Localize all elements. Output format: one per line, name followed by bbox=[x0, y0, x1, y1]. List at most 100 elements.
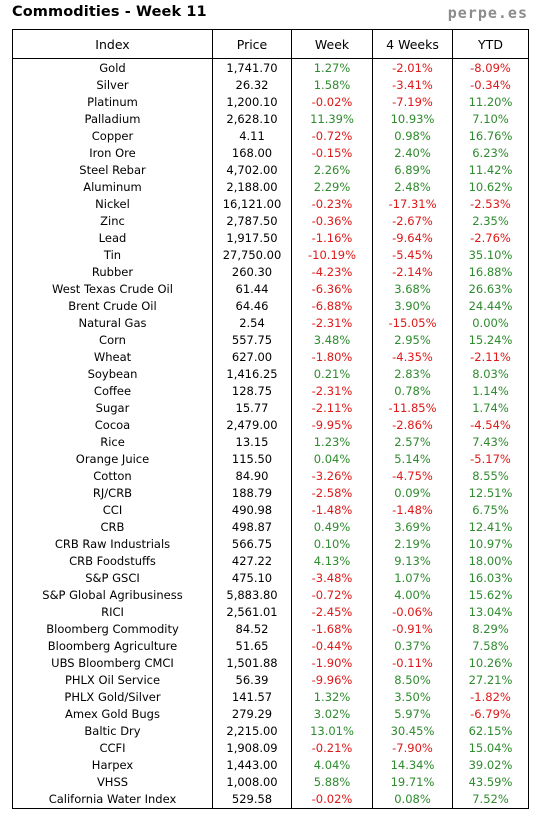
cell-price: 27,750.00 bbox=[212, 247, 292, 264]
table-row: Coffee 128.75 -2.31% 0.78% 1.14% bbox=[12, 383, 529, 400]
cell-week: -0.02% bbox=[291, 94, 373, 111]
cell-ytd: 16.88% bbox=[452, 264, 529, 281]
table-row: CRB Raw Industrials 566.75 0.10% 2.19% 10.97… bbox=[12, 536, 529, 553]
cell-index: Natural Gas bbox=[12, 315, 213, 332]
cell-price: 1,008.00 bbox=[212, 774, 292, 791]
cell-index: PHLX Gold/Silver bbox=[12, 689, 213, 706]
cell-index: Coffee bbox=[12, 383, 213, 400]
cell-week: -6.36% bbox=[291, 281, 373, 298]
cell-week: -0.02% bbox=[291, 791, 373, 809]
cell-ytd: -2.11% bbox=[452, 349, 529, 366]
cell-ytd: 6.75% bbox=[452, 502, 529, 519]
table-row: PHLX Oil Service 56.39 -9.96% 8.50% 27.21% bbox=[12, 672, 529, 689]
cell-index: Silver bbox=[12, 77, 213, 94]
cell-index: RICI bbox=[12, 604, 213, 621]
cell-4-weeks: 0.08% bbox=[372, 791, 453, 809]
cell-week: 1.32% bbox=[291, 689, 373, 706]
column-header-price: Price bbox=[212, 29, 292, 59]
cell-4-weeks: 2.95% bbox=[372, 332, 453, 349]
cell-index: Cotton bbox=[12, 468, 213, 485]
cell-week: -4.23% bbox=[291, 264, 373, 281]
cell-index: CRB bbox=[12, 519, 213, 536]
cell-4-weeks: 3.90% bbox=[372, 298, 453, 315]
cell-4-weeks: 14.34% bbox=[372, 757, 453, 774]
cell-index: Palladium bbox=[12, 111, 213, 128]
table-row: Copper 4.11 -0.72% 0.98% 16.76% bbox=[12, 128, 529, 145]
table-row: Nickel 16,121.00 -0.23% -17.31% -2.53% bbox=[12, 196, 529, 213]
cell-index: CCI bbox=[12, 502, 213, 519]
table-row: Silver 26.32 1.58% -3.41% -0.34% bbox=[12, 77, 529, 94]
table-row: California Water Index 529.58 -0.02% 0.08% 7… bbox=[12, 791, 529, 809]
cell-4-weeks: 6.89% bbox=[372, 162, 453, 179]
table-row: West Texas Crude Oil 61.44 -6.36% 3.68% 26.6… bbox=[12, 281, 529, 298]
cell-index: PHLX Oil Service bbox=[12, 672, 213, 689]
cell-index: Baltic Dry bbox=[12, 723, 213, 740]
cell-4-weeks: -2.86% bbox=[372, 417, 453, 434]
cell-week: -1.90% bbox=[291, 655, 373, 672]
cell-4-weeks: 19.71% bbox=[372, 774, 453, 791]
cell-price: 279.29 bbox=[212, 706, 292, 723]
cell-price: 475.10 bbox=[212, 570, 292, 587]
cell-4-weeks: 1.07% bbox=[372, 570, 453, 587]
cell-ytd: 7.10% bbox=[452, 111, 529, 128]
cell-index: West Texas Crude Oil bbox=[12, 281, 213, 298]
cell-index: Brent Crude Oil bbox=[12, 298, 213, 315]
cell-4-weeks: 5.97% bbox=[372, 706, 453, 723]
cell-ytd: 15.04% bbox=[452, 740, 529, 757]
cell-ytd: -6.79% bbox=[452, 706, 529, 723]
cell-price: 2,188.00 bbox=[212, 179, 292, 196]
cell-week: -2.11% bbox=[291, 400, 373, 417]
column-header-week: Week bbox=[291, 29, 373, 59]
cell-index: Nickel bbox=[12, 196, 213, 213]
table-row: Bloomberg Agriculture 51.65 -0.44% 0.37% 7.5… bbox=[12, 638, 529, 655]
cell-price: 16,121.00 bbox=[212, 196, 292, 213]
cell-week: -2.58% bbox=[291, 485, 373, 502]
cell-ytd: 12.41% bbox=[452, 519, 529, 536]
cell-ytd: 62.15% bbox=[452, 723, 529, 740]
cell-ytd: 26.63% bbox=[452, 281, 529, 298]
cell-4-weeks: -0.11% bbox=[372, 655, 453, 672]
cell-week: -1.80% bbox=[291, 349, 373, 366]
cell-price: 427.22 bbox=[212, 553, 292, 570]
cell-price: 141.57 bbox=[212, 689, 292, 706]
cell-index: CRB Foodstuffs bbox=[12, 553, 213, 570]
cell-index: VHSS bbox=[12, 774, 213, 791]
cell-price: 566.75 bbox=[212, 536, 292, 553]
cell-price: 84.90 bbox=[212, 468, 292, 485]
cell-price: 260.30 bbox=[212, 264, 292, 281]
cell-price: 490.98 bbox=[212, 502, 292, 519]
cell-ytd: 18.00% bbox=[452, 553, 529, 570]
cell-week: 2.29% bbox=[291, 179, 373, 196]
table-row: Harpex 1,443.00 4.04% 14.34% 39.02% bbox=[12, 757, 529, 774]
cell-week: 4.13% bbox=[291, 553, 373, 570]
cell-week: 1.58% bbox=[291, 77, 373, 94]
cell-price: 26.32 bbox=[212, 77, 292, 94]
cell-index: Amex Gold Bugs bbox=[12, 706, 213, 723]
cell-week: -9.96% bbox=[291, 672, 373, 689]
cell-4-weeks: -0.91% bbox=[372, 621, 453, 638]
cell-index: Harpex bbox=[12, 757, 213, 774]
cell-ytd: 8.03% bbox=[452, 366, 529, 383]
cell-ytd: 1.74% bbox=[452, 400, 529, 417]
cell-price: 168.00 bbox=[212, 145, 292, 162]
cell-4-weeks: 2.19% bbox=[372, 536, 453, 553]
table-row: Amex Gold Bugs 279.29 3.02% 5.97% -6.79% bbox=[12, 706, 529, 723]
table-row: PHLX Gold/Silver 141.57 1.32% 3.50% -1.82% bbox=[12, 689, 529, 706]
cell-price: 51.65 bbox=[212, 638, 292, 655]
cell-price: 64.46 bbox=[212, 298, 292, 315]
table-row: Gold 1,741.70 1.27% -2.01% -8.09% bbox=[12, 58, 529, 77]
column-header-index: Index bbox=[12, 29, 213, 59]
cell-index: Bloomberg Commodity bbox=[12, 621, 213, 638]
cell-index: Copper bbox=[12, 128, 213, 145]
cell-4-weeks: 0.98% bbox=[372, 128, 453, 145]
cell-price: 2,479.00 bbox=[212, 417, 292, 434]
table-row: Orange Juice 115.50 0.04% 5.14% -5.17% bbox=[12, 451, 529, 468]
cell-week: -1.16% bbox=[291, 230, 373, 247]
cell-week: 1.23% bbox=[291, 434, 373, 451]
cell-index: Orange Juice bbox=[12, 451, 213, 468]
table-row: CRB 498.87 0.49% 3.69% 12.41% bbox=[12, 519, 529, 536]
cell-price: 557.75 bbox=[212, 332, 292, 349]
table-row: Rubber 260.30 -4.23% -2.14% 16.88% bbox=[12, 264, 529, 281]
cell-4-weeks: 9.13% bbox=[372, 553, 453, 570]
cell-ytd: 39.02% bbox=[452, 757, 529, 774]
